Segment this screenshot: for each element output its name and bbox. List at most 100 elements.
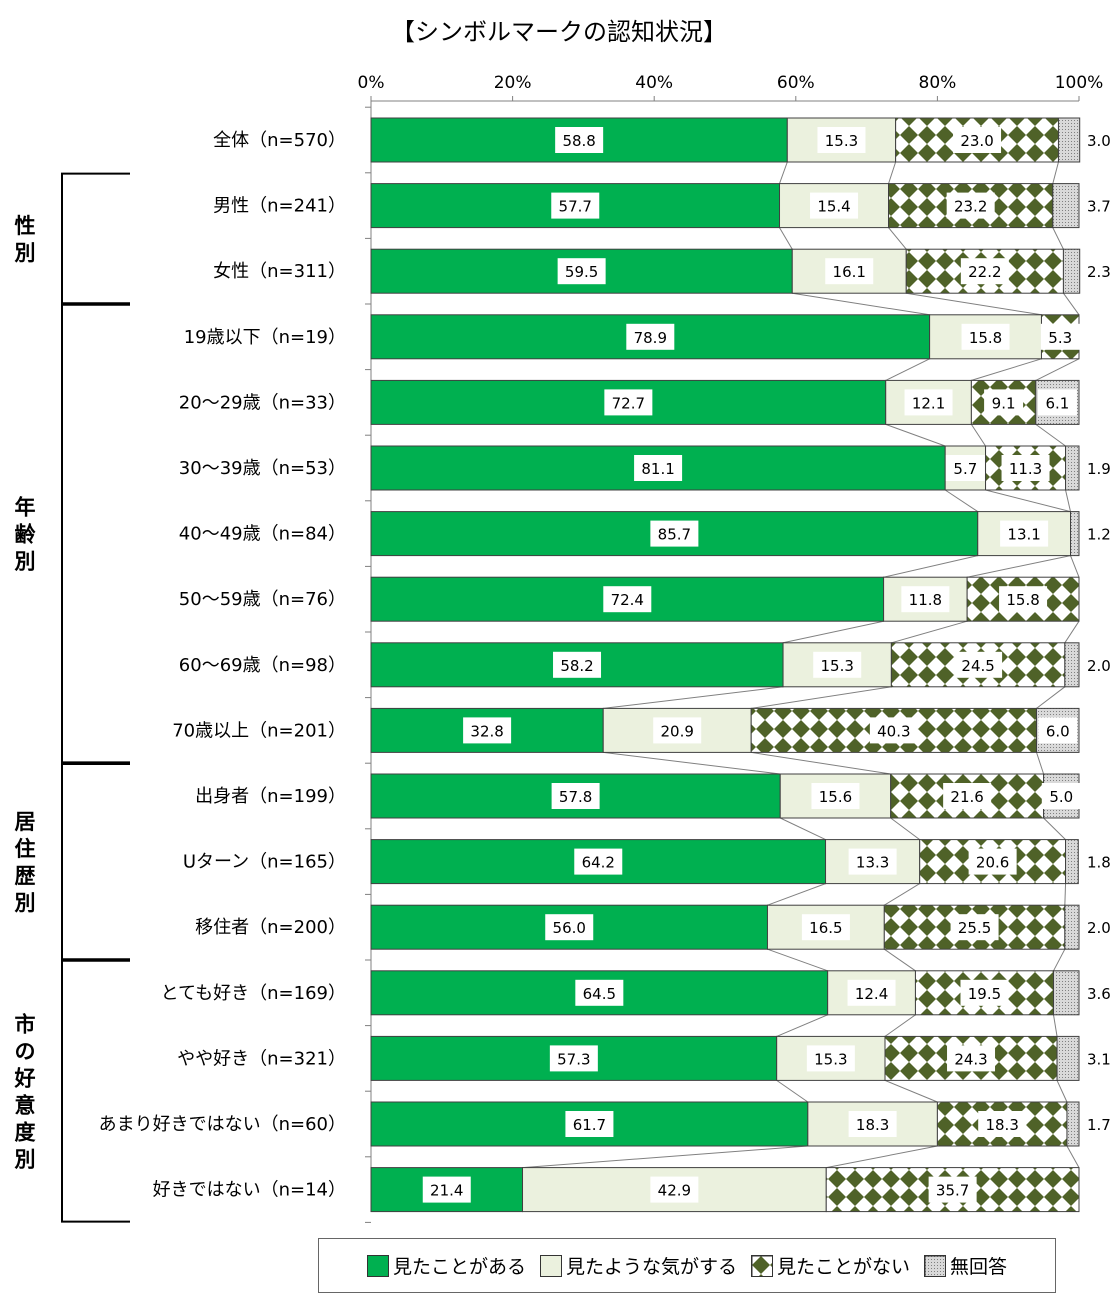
data-label-bg: [943, 783, 992, 809]
data-label: 61.7: [573, 1116, 606, 1134]
bar-maybe: [776, 1035, 886, 1081]
x-tick-label: 20%: [494, 73, 532, 93]
data-label-bg: [626, 323, 675, 350]
data-label-bg: [422, 1176, 471, 1203]
series-connector-line: [1036, 686, 1066, 709]
series-connector-line: [1065, 489, 1071, 512]
data-label: 56.0: [553, 919, 586, 937]
data-label: 85.7: [658, 526, 691, 544]
data-label-bg: [817, 127, 866, 153]
data-label: 19.5: [968, 985, 1001, 1003]
series-connector-line: [776, 1079, 809, 1103]
data-label: 57.3: [557, 1050, 590, 1068]
legend-swatch-seen: [366, 1254, 389, 1277]
series-connector-line: [1052, 227, 1064, 250]
data-label: 42.9: [658, 1182, 691, 1200]
category-label: 出身者（n=199）: [195, 786, 346, 807]
bar-no-answer: [1062, 248, 1081, 294]
series-connector-line: [779, 161, 788, 184]
category-label: 30～39歳（n=53）: [179, 458, 346, 479]
data-label: 57.8: [559, 788, 592, 806]
data-label: 2.0: [1087, 657, 1111, 675]
series-connector-line: [884, 883, 920, 906]
data-label-bg: [1038, 717, 1078, 744]
data-label: 15.3: [825, 132, 858, 150]
data-label: 16.1: [833, 263, 866, 281]
category-label: Uターン（n=165）: [183, 852, 346, 873]
data-label: 23.0: [960, 132, 993, 150]
series-connector-line: [1070, 555, 1080, 578]
data-label-bg: [565, 1111, 614, 1137]
x-tick-label: 0%: [358, 73, 385, 93]
data-label: 72.4: [611, 591, 644, 609]
category-label: 20～29歳（n=33）: [179, 392, 346, 413]
series-connector-line: [885, 423, 946, 447]
series-connector-line: [906, 292, 1042, 316]
series-connector-line: [792, 292, 930, 316]
group-label-char: 好: [14, 1067, 36, 1091]
series-connector-line: [888, 227, 907, 250]
data-label: 58.8: [562, 132, 595, 150]
group-bracket: [61, 172, 130, 305]
series-connector-line: [944, 489, 979, 513]
data-label: 9.1: [992, 394, 1016, 412]
data-label-bg: [953, 127, 1002, 153]
data-label: 16.5: [809, 919, 842, 937]
group-label-char: 歴: [15, 864, 36, 888]
data-label-bg: [1037, 389, 1077, 416]
data-label-bg: [848, 1111, 897, 1137]
legend-label-maybe: 見たような気がする: [565, 1256, 737, 1278]
group-label-char: の: [15, 1040, 36, 1064]
data-label-bg: [553, 651, 602, 678]
data-label: 22.2: [968, 263, 1001, 281]
data-label: 40.3: [877, 722, 910, 740]
legend-label-seen: 見たことがある: [392, 1256, 526, 1278]
data-label: 15.4: [817, 198, 850, 216]
data-label-bg: [634, 455, 683, 481]
category-label: 60～69歳（n=98）: [179, 655, 346, 676]
data-label: 81.1: [641, 460, 674, 478]
data-label: 20.6: [976, 854, 1009, 872]
bar-no-answer: [1064, 904, 1080, 950]
data-label-bg: [653, 717, 702, 744]
data-label-bg: [557, 258, 606, 285]
series-connector-line: [884, 1014, 916, 1037]
bar-no-answer: [1065, 445, 1080, 491]
category-label: とても好き（n=169）: [161, 983, 346, 1004]
data-label-bg: [549, 1045, 598, 1072]
series-connector-line: [751, 686, 892, 709]
series-connector-line: [767, 948, 828, 972]
category-label: 好きではない（n=14）: [153, 1180, 346, 1201]
data-label: 24.3: [954, 1050, 987, 1068]
data-label: 21.6: [950, 788, 983, 806]
data-label: 1.8: [1087, 854, 1111, 872]
data-label-bg: [848, 848, 897, 875]
data-label: 15.8: [1006, 591, 1039, 609]
data-label-bg: [1000, 520, 1049, 547]
series-connector-line: [1035, 358, 1080, 381]
data-label-bg: [574, 848, 623, 875]
series-connector-line: [603, 686, 784, 709]
legend-item-maybe: 見たような気がする: [539, 1252, 737, 1279]
group-label-char: 意: [15, 1094, 36, 1118]
x-tick-label: 40%: [635, 73, 673, 93]
bar-no-answer: [1052, 183, 1080, 229]
data-label-bg: [928, 1176, 977, 1203]
data-label-bg: [811, 783, 860, 809]
group-label-char: 居: [15, 810, 36, 834]
data-label: 64.2: [582, 854, 615, 872]
data-label-bg: [551, 192, 600, 219]
data-label-bg: [945, 455, 985, 481]
data-label-bg: [960, 979, 1009, 1006]
data-label: 12.4: [855, 985, 888, 1003]
series-connector-line: [1066, 1145, 1080, 1168]
series-connector-line: [967, 555, 1071, 578]
x-tick-label: 100%: [1055, 73, 1104, 93]
data-label-bg: [463, 717, 512, 744]
data-label-bg: [813, 651, 862, 678]
data-label-bg: [801, 914, 850, 941]
series-connector-line: [883, 555, 978, 578]
bar-no-answer: [1053, 970, 1080, 1016]
series-connector-line: [1053, 948, 1066, 972]
legend-label-no-answer: 無回答: [950, 1256, 1008, 1278]
